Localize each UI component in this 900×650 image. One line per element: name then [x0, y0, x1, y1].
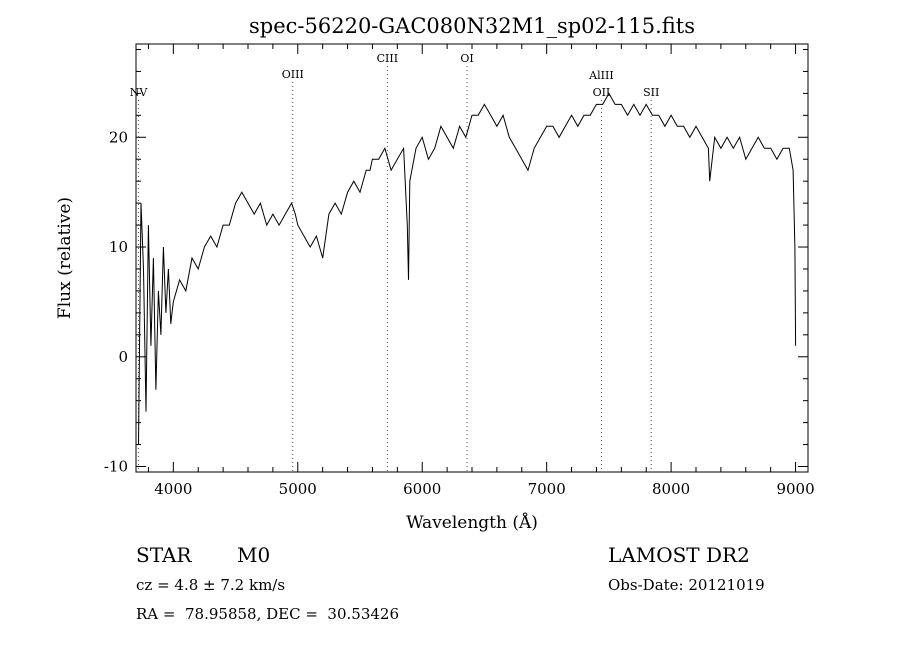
- line-marker-label: OI: [460, 52, 473, 65]
- y-tick-label: -10: [104, 458, 128, 476]
- y-axis-label: Flux (relative): [55, 197, 75, 319]
- plot-frame: [135, 43, 809, 473]
- x-tick-label: 6000: [403, 480, 441, 498]
- class-label: STAR: [136, 543, 192, 567]
- x-axis-label: Wavelength (Å): [406, 512, 538, 533]
- chart-title: spec-56220-GAC080N32M1_sp02-115.fits: [249, 14, 695, 38]
- spectrum-series-line: [138, 92, 797, 445]
- y-axis: -10 0 10 20: [104, 48, 808, 476]
- x-axis: 4000 5000 6000 7000 8000 9000: [147, 44, 815, 498]
- subclass-label: M0: [237, 543, 271, 567]
- y-tick-label: 10: [109, 238, 128, 256]
- survey-label: LAMOST DR2: [608, 543, 750, 567]
- x-tick-label: 7000: [528, 480, 566, 498]
- y-tick-label: 20: [109, 128, 128, 146]
- y-tick-label: 0: [118, 348, 128, 366]
- line-marker-label: NV: [130, 86, 149, 99]
- line-marker-label: SII: [643, 86, 659, 99]
- x-tick-label: 4000: [154, 480, 192, 498]
- plot-area: [135, 43, 809, 473]
- line-marker-label: OIII: [282, 68, 304, 81]
- line-marker-label: OII: [593, 86, 611, 99]
- radec-label: RA = 78.95858, DEC = 30.53426: [136, 605, 400, 623]
- line-marker-label: AlIII: [588, 69, 614, 82]
- x-tick-label: 9000: [776, 480, 814, 498]
- obs-date-label: Obs-Date: 20121019: [608, 576, 765, 594]
- x-tick-label: 8000: [652, 480, 690, 498]
- cz-label: cz = 4.8 ± 7.2 km/s: [136, 576, 286, 594]
- line-markers: NV OIII CIII OI AlIII OII SII: [130, 52, 659, 472]
- x-tick-label: 5000: [279, 480, 317, 498]
- line-marker-label: CIII: [377, 52, 398, 65]
